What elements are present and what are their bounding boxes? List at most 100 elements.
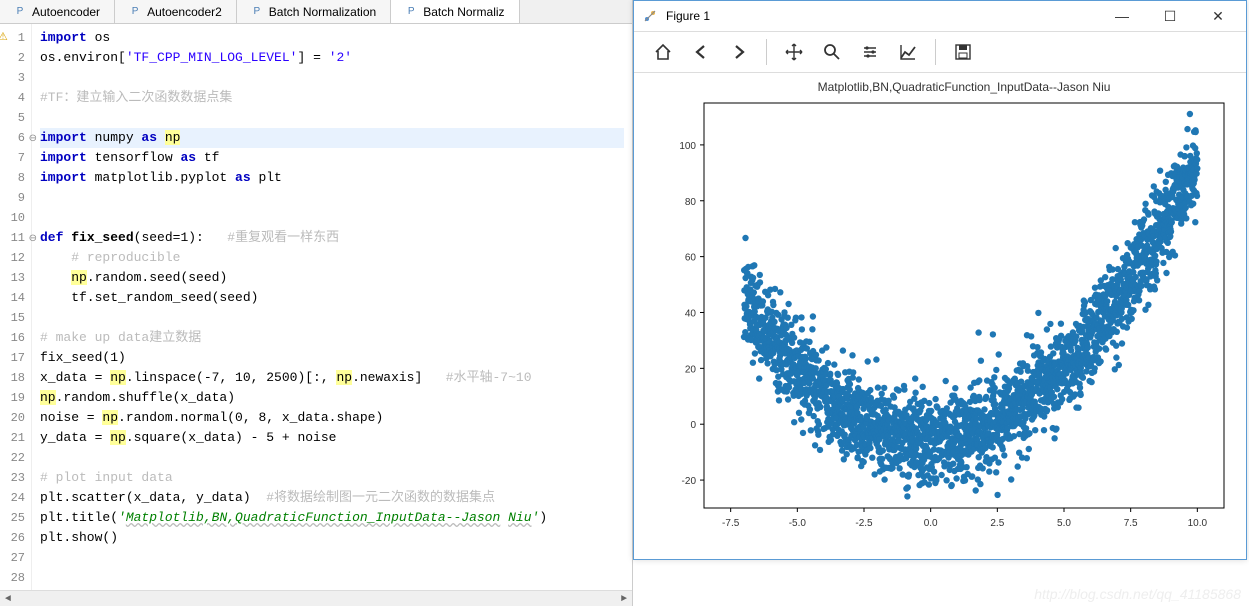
python-file-icon: P <box>129 6 141 18</box>
back-icon[interactable] <box>684 35 718 69</box>
line-number: 19 <box>0 388 25 408</box>
code-line[interactable]: plt.scatter(x_data, y_data) #将数据绘制图一元二次函… <box>40 488 624 508</box>
scroll-right-icon[interactable]: ► <box>616 591 632 607</box>
line-number: 16 <box>0 328 25 348</box>
code-line[interactable]: def fix_seed(seed=1): #重复观看一样东西 <box>40 228 624 248</box>
close-button[interactable]: ✕ <box>1198 2 1238 30</box>
figure-window: Figure 1 — ☐ ✕ Matplotlib,BN,QuadraticFu… <box>633 0 1247 560</box>
tab-1[interactable]: PAutoencoder2 <box>115 0 237 23</box>
tab-2[interactable]: P Batch Normalization <box>237 0 391 23</box>
line-number: 15 <box>0 308 25 328</box>
y-tick-label: 40 <box>685 308 697 319</box>
code-line[interactable]: import os <box>40 28 624 48</box>
code-line[interactable]: x_data = np.linspace(-7, 10, 2500)[:, np… <box>40 368 624 388</box>
code-line[interactable] <box>40 568 624 588</box>
python-file-icon: P <box>14 6 26 18</box>
line-number: 9 <box>0 188 25 208</box>
code-line[interactable]: import numpy as np <box>40 128 624 148</box>
code-line[interactable]: np.random.shuffle(x_data) <box>40 388 624 408</box>
code-content[interactable]: import osos.environ['TF_CPP_MIN_LOG_LEVE… <box>32 24 632 590</box>
maximize-button[interactable]: ☐ <box>1150 2 1190 30</box>
line-number: 23 <box>0 468 25 488</box>
code-line[interactable] <box>40 188 624 208</box>
code-area: 1234567891011121314151617181920212223242… <box>0 24 632 590</box>
tab-label: Autoencoder <box>32 5 100 19</box>
plot-area: Matplotlib,BN,QuadraticFunction_InputDat… <box>634 73 1246 559</box>
code-line[interactable]: # reproducible <box>40 248 624 268</box>
tab-0[interactable]: P Autoencoder <box>0 0 115 23</box>
code-line[interactable]: tf.set_random_seed(seed) <box>40 288 624 308</box>
figure-titlebar[interactable]: Figure 1 — ☐ ✕ <box>634 1 1246 31</box>
line-number: 5 <box>0 108 25 128</box>
home-icon[interactable] <box>646 35 680 69</box>
code-line[interactable] <box>40 68 624 88</box>
x-tick-label: -2.5 <box>855 518 873 529</box>
chart-title: Matplotlib,BN,QuadraticFunction_InputDat… <box>818 80 1111 94</box>
code-line[interactable] <box>40 308 624 328</box>
code-line[interactable] <box>40 208 624 228</box>
code-line[interactable]: np.random.seed(seed) <box>40 268 624 288</box>
minimize-button[interactable]: — <box>1102 2 1142 30</box>
line-number: 12 <box>0 248 25 268</box>
code-line[interactable]: fix_seed(1) <box>40 348 624 368</box>
scatter-chart: Matplotlib,BN,QuadraticFunction_InputDat… <box>634 73 1248 559</box>
code-line[interactable]: plt.show() <box>40 528 624 548</box>
configure-icon[interactable] <box>853 35 887 69</box>
code-line[interactable]: # plot input data <box>40 468 624 488</box>
tab-3[interactable]: PBatch Normaliz <box>391 0 519 23</box>
line-number: 28 <box>0 568 25 588</box>
code-line[interactable]: # make up data建立数据 <box>40 328 624 348</box>
line-number: 3 <box>0 68 25 88</box>
line-number: 13 <box>0 268 25 288</box>
x-tick-label: 0.0 <box>924 518 938 529</box>
line-number: 25 <box>0 508 25 528</box>
x-tick-label: 7.5 <box>1124 518 1138 529</box>
x-tick-label: 10.0 <box>1188 518 1208 529</box>
line-number: 8 <box>0 168 25 188</box>
figure-toolbar <box>634 31 1246 73</box>
line-number: 20 <box>0 408 25 428</box>
chart-icon[interactable] <box>891 35 925 69</box>
tab-label: Batch Normalization <box>269 5 376 19</box>
code-line[interactable] <box>40 108 624 128</box>
y-tick-label: 20 <box>685 364 697 375</box>
line-number: 21 <box>0 428 25 448</box>
line-number: 24 <box>0 488 25 508</box>
line-number: 27 <box>0 548 25 568</box>
scroll-left-icon[interactable]: ◄ <box>0 591 16 607</box>
line-number: 14 <box>0 288 25 308</box>
y-tick-label: 0 <box>690 420 696 431</box>
y-tick-label: 100 <box>679 141 696 152</box>
tab-label: Batch Normaliz <box>423 5 504 19</box>
python-file-icon: P <box>251 6 263 18</box>
watermark-text: http://blog.csdn.net/qq_41185868 <box>1034 586 1241 602</box>
line-number: 7 <box>0 148 25 168</box>
save-icon[interactable] <box>946 35 980 69</box>
editor-pane: PAutoencoderPAutoencoder2PBatch Normaliz… <box>0 0 633 606</box>
code-line[interactable]: import matplotlib.pyplot as plt <box>40 168 624 188</box>
y-tick-label: 80 <box>685 197 697 208</box>
code-line[interactable]: #TF：建立输入二次函数数据点集 <box>40 88 624 108</box>
line-number: 2 <box>0 48 25 68</box>
x-tick-label: -5.0 <box>789 518 807 529</box>
forward-icon[interactable] <box>722 35 756 69</box>
line-number: 17 <box>0 348 25 368</box>
code-line[interactable]: plt.title('Matplotlib,BN,QuadraticFuncti… <box>40 508 624 528</box>
line-number: 26 <box>0 528 25 548</box>
horizontal-scrollbar[interactable]: ◄ ► <box>0 590 632 606</box>
code-line[interactable] <box>40 448 624 468</box>
code-line[interactable] <box>40 548 624 568</box>
x-tick-label: 2.5 <box>990 518 1004 529</box>
figure-title-text: Figure 1 <box>666 9 1102 23</box>
line-number: 4 <box>0 88 25 108</box>
code-line[interactable]: os.environ['TF_CPP_MIN_LOG_LEVEL'] = '2' <box>40 48 624 68</box>
zoom-icon[interactable] <box>815 35 849 69</box>
code-line[interactable]: import tensorflow as tf <box>40 148 624 168</box>
line-number: 11 <box>0 228 25 248</box>
line-number: 22 <box>0 448 25 468</box>
editor-tabs: PAutoencoderPAutoencoder2PBatch Normaliz… <box>0 0 632 24</box>
code-line[interactable]: y_data = np.square(x_data) - 5 + noise <box>40 428 624 448</box>
line-number: 10 <box>0 208 25 228</box>
code-line[interactable]: noise = np.random.normal(0, 8, x_data.sh… <box>40 408 624 428</box>
pan-icon[interactable] <box>777 35 811 69</box>
